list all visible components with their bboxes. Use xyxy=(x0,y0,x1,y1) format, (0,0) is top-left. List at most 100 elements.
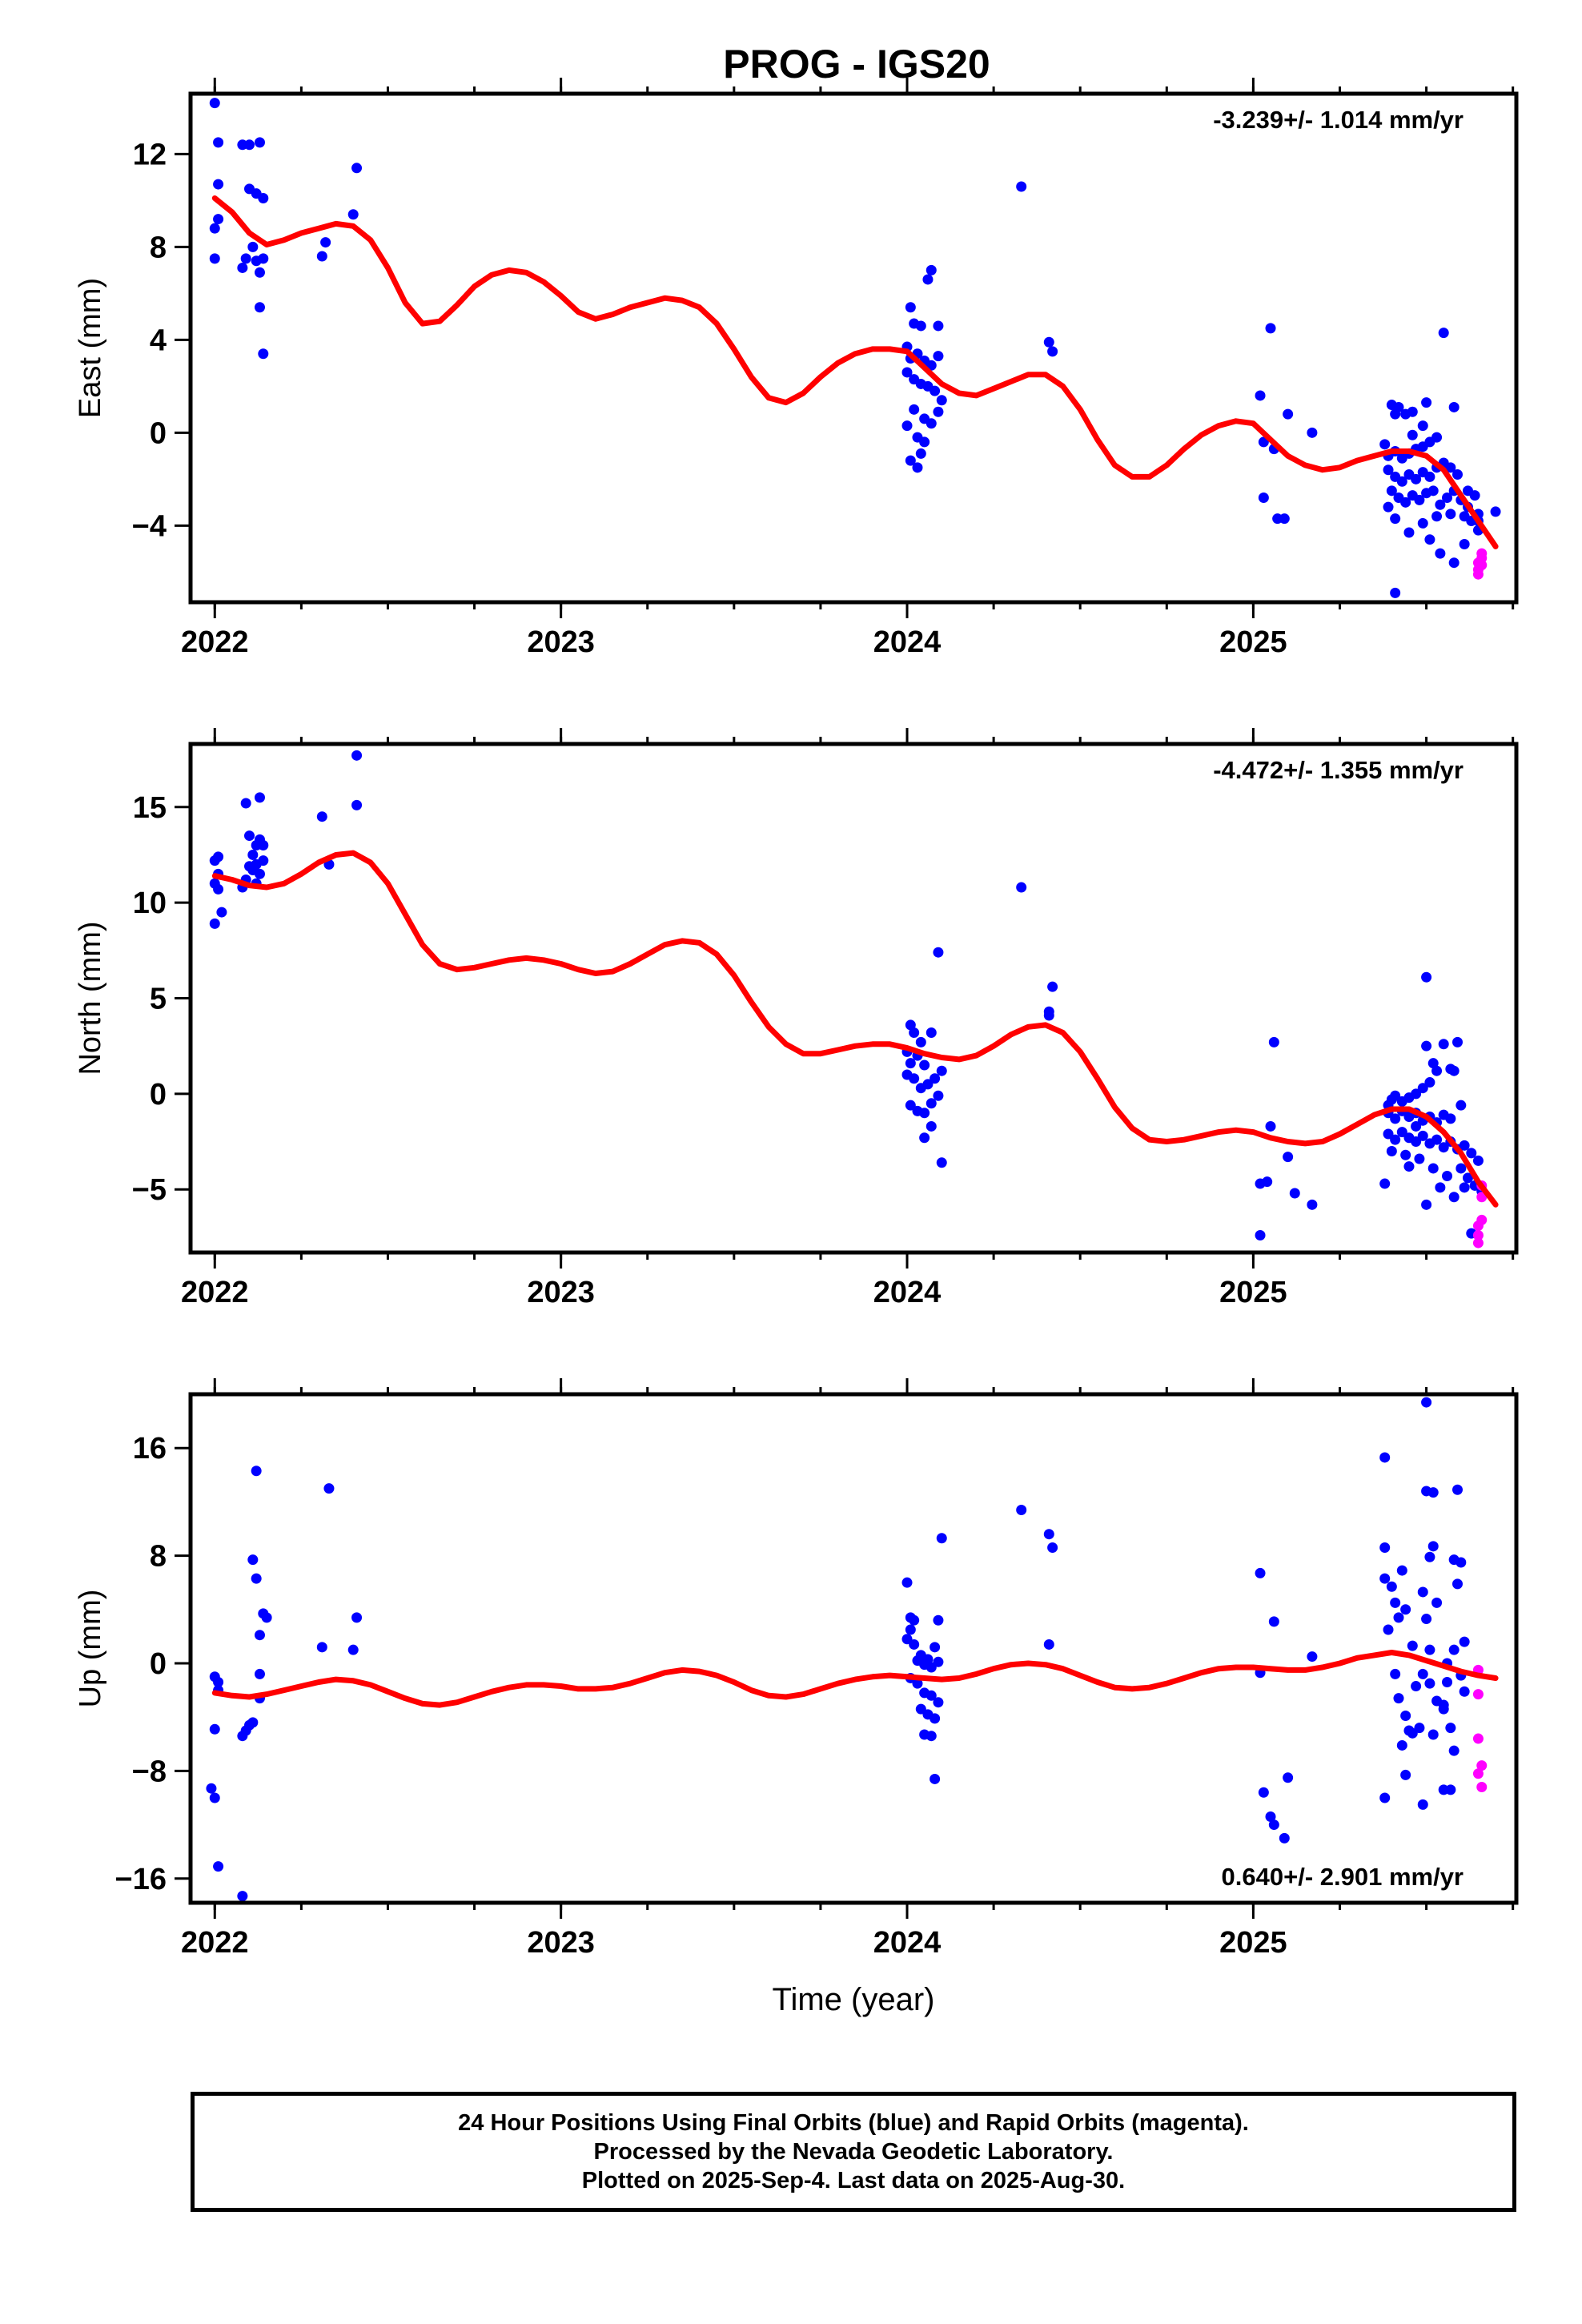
up-final-point xyxy=(1407,1640,1418,1651)
north-ytick-label: 5 xyxy=(150,983,167,1016)
north-final-point xyxy=(1466,1148,1477,1159)
north-final-point xyxy=(1421,971,1432,983)
east-final-point xyxy=(1386,485,1397,497)
up-final-point xyxy=(1417,1799,1428,1810)
north-final-point xyxy=(1289,1188,1300,1199)
up-final-point xyxy=(1424,1644,1435,1655)
north-final-point xyxy=(351,799,363,810)
up-final-point xyxy=(1383,1624,1394,1635)
east-final-point xyxy=(1403,527,1415,538)
up-final-point xyxy=(1427,1541,1439,1552)
footer-caption-box: 24 Hour Positions Using Final Orbits (bl… xyxy=(191,2092,1516,2212)
up-final-point xyxy=(1265,1811,1276,1822)
up-final-point xyxy=(209,1723,220,1735)
up-final-point xyxy=(1456,1557,1467,1568)
up-final-point xyxy=(237,1891,248,1902)
north-final-point xyxy=(1400,1149,1411,1160)
north-final-point xyxy=(258,855,269,866)
east-final-point xyxy=(1407,406,1418,417)
north-rapid-point xyxy=(1472,1230,1484,1241)
east-final-point xyxy=(1393,401,1404,412)
east-final-point xyxy=(1469,490,1480,501)
north-final-point xyxy=(1390,1134,1401,1145)
up-final-point xyxy=(1445,1784,1456,1795)
up-final-point xyxy=(922,1654,934,1665)
east-final-point xyxy=(1490,506,1501,517)
east-final-point xyxy=(915,320,926,332)
east-final-point xyxy=(237,262,248,273)
east-xtick-label: 2022 xyxy=(181,625,249,659)
east-points xyxy=(209,98,1501,598)
north-final-point xyxy=(919,1059,930,1071)
up-final-point xyxy=(909,1638,920,1650)
up-final-point xyxy=(254,1630,265,1641)
east-final-point xyxy=(926,418,937,429)
up-final-point xyxy=(316,1642,327,1653)
east-final-point xyxy=(351,163,363,174)
up-final-point xyxy=(930,1642,941,1653)
east-xtick-label: 2023 xyxy=(527,625,595,659)
north-points xyxy=(209,750,1488,1248)
up-final-point xyxy=(1255,1567,1266,1578)
north-final-point xyxy=(1445,1113,1456,1124)
up-final-point xyxy=(1445,1723,1456,1734)
north-final-point xyxy=(1417,1130,1428,1141)
east-final-point xyxy=(905,455,916,466)
east-final-point xyxy=(1383,464,1394,476)
up-final-point xyxy=(1279,1832,1290,1844)
east-final-point xyxy=(247,241,259,252)
east-final-point xyxy=(1445,509,1456,520)
up-final-point xyxy=(1442,1676,1453,1687)
up-final-point xyxy=(1417,1668,1428,1679)
north-rapid-point xyxy=(1476,1214,1488,1225)
east-final-point xyxy=(1047,346,1058,357)
north-ylabel: North (mm) xyxy=(74,921,107,1075)
up-frame xyxy=(188,1392,1519,1905)
north-ytick-label: 10 xyxy=(133,887,167,920)
east-final-point xyxy=(347,209,359,220)
east-final-point xyxy=(254,302,265,313)
east-final-point xyxy=(254,137,265,148)
east-final-point xyxy=(1307,427,1318,438)
north-ytick-label: −5 xyxy=(132,1173,167,1207)
up-panel: 2022 2023 2024 2025 −16 −8 0 8 16 Up (mm) Time (ye… xyxy=(74,1378,1519,2017)
north-final-point xyxy=(1427,1163,1439,1174)
north-final-point xyxy=(915,1036,926,1047)
panels: 2022 2023 2024 2025 −4 0 4 8 12 East (mm) -3.239+/… xyxy=(74,78,1519,2017)
east-ytick-label: −4 xyxy=(132,509,167,543)
east-final-point xyxy=(258,192,269,203)
up-final-point xyxy=(347,1644,359,1655)
footer-line-plotted: Plotted on 2025-Sep-4. Last data on 2025… xyxy=(581,2168,1126,2193)
up-final-point xyxy=(261,1612,272,1623)
east-final-point xyxy=(244,139,255,151)
north-final-point xyxy=(1462,1172,1473,1184)
north-final-point xyxy=(1396,1127,1407,1138)
east-final-point xyxy=(1255,390,1266,401)
up-final-point xyxy=(1043,1638,1054,1650)
up-final-point xyxy=(209,1792,220,1803)
north-final-point xyxy=(1255,1230,1266,1241)
north-final-point xyxy=(1390,1113,1401,1124)
up-final-point xyxy=(1431,1597,1443,1608)
up-final-point xyxy=(933,1656,944,1667)
east-final-point xyxy=(258,348,269,360)
north-final-point xyxy=(919,1132,930,1144)
up-final-point xyxy=(1411,1681,1422,1692)
north-final-point xyxy=(930,1073,941,1084)
north-final-point xyxy=(936,1065,947,1076)
east-rapid-point xyxy=(1472,569,1484,580)
east-final-point xyxy=(1383,501,1394,513)
east-final-point xyxy=(1258,493,1269,504)
north-final-point xyxy=(351,750,363,761)
east-final-point xyxy=(1421,397,1432,408)
east-final-point xyxy=(1431,432,1443,443)
up-final-point xyxy=(247,1717,259,1728)
north-ytick-label: 15 xyxy=(133,791,167,825)
up-final-point xyxy=(1427,1487,1439,1498)
up-final-point xyxy=(1448,1745,1460,1756)
east-final-point xyxy=(901,420,913,432)
north-final-point xyxy=(1411,1120,1422,1132)
north-final-point xyxy=(1442,1171,1453,1182)
up-final-point xyxy=(1393,1612,1404,1623)
north-final-point xyxy=(1431,1134,1443,1145)
